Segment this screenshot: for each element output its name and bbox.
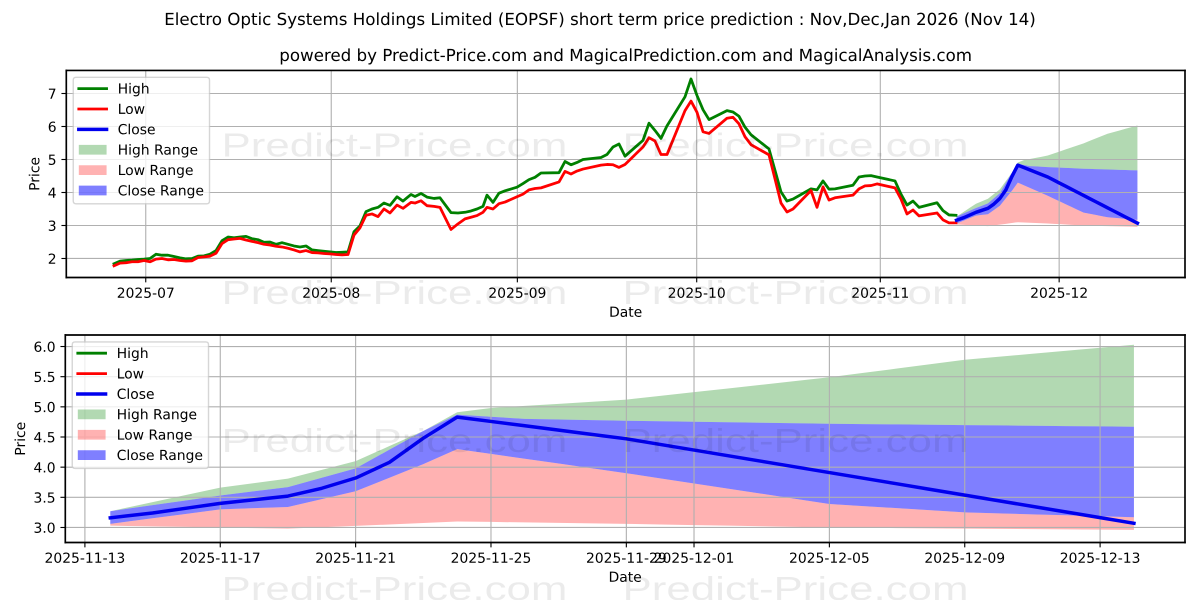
- svg-text:Predict-Price.com: Predict-Price.com: [222, 423, 568, 460]
- svg-text:Predict-Price.com: Predict-Price.com: [623, 571, 969, 600]
- svg-text:Predict-Price.com: Predict-Price.com: [222, 275, 568, 312]
- svg-text:Predict-Price.com: Predict-Price.com: [623, 275, 969, 312]
- svg-text:Predict-Price.com: Predict-Price.com: [623, 128, 969, 165]
- svg-text:Predict-Price.com: Predict-Price.com: [222, 571, 568, 600]
- svg-text:Predict-Price.com: Predict-Price.com: [222, 128, 568, 165]
- svg-text:Predict-Price.com: Predict-Price.com: [623, 423, 969, 460]
